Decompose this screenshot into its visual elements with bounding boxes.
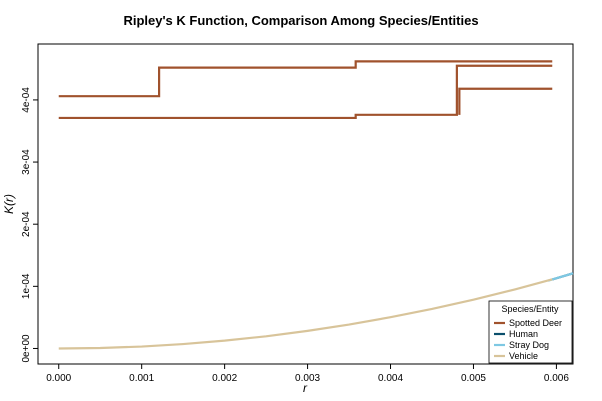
x-tick-label: 0.000 [46,373,71,384]
x-tick-label: 0.006 [544,373,569,384]
series-line-spotted-deer [58,64,553,120]
tick-marks [33,99,557,369]
legend-label-spotted-deer: Spotted Deer [509,318,562,328]
legend-label-human: Human [509,329,538,339]
x-tick-label: 0.004 [378,373,403,384]
series-line-vehicle [58,278,553,350]
x-tick-label: 0.003 [295,373,320,384]
x-tick-label: 0.001 [129,373,154,384]
y-tick-label: 4e-04 [21,87,32,113]
legend-label-vehicle: Vehicle [509,351,538,361]
x-axis-label: r [303,381,308,395]
series-lines [58,60,574,350]
y-tick-labels: 0e+00 1e-04 2e-04 3e-04 4e-04 [21,87,32,363]
x-tick-label: 0.002 [212,373,237,384]
legend-box [488,300,573,364]
y-tick-label: 0e+00 [21,334,32,363]
chart-title: Ripley's K Function, Comparison Among Sp… [123,13,478,28]
series-line-spotted-deer [458,87,553,115]
y-tick-label: 1e-04 [21,273,32,299]
y-tick-label: 2e-04 [21,211,32,237]
plot-area [37,43,574,365]
x-tick-labels: 0.000 0.001 0.002 0.003 0.004 0.005 0.006 [46,373,569,384]
y-axis-label: K(r) [2,194,16,214]
series-line-spotted-deer [58,60,553,98]
y-tick-label: 3e-04 [21,149,32,175]
legend-label-stray-dog: Stray Dog [509,340,549,350]
x-tick-label: 0.005 [461,373,486,384]
legend-title: Species/Entity [501,304,559,314]
